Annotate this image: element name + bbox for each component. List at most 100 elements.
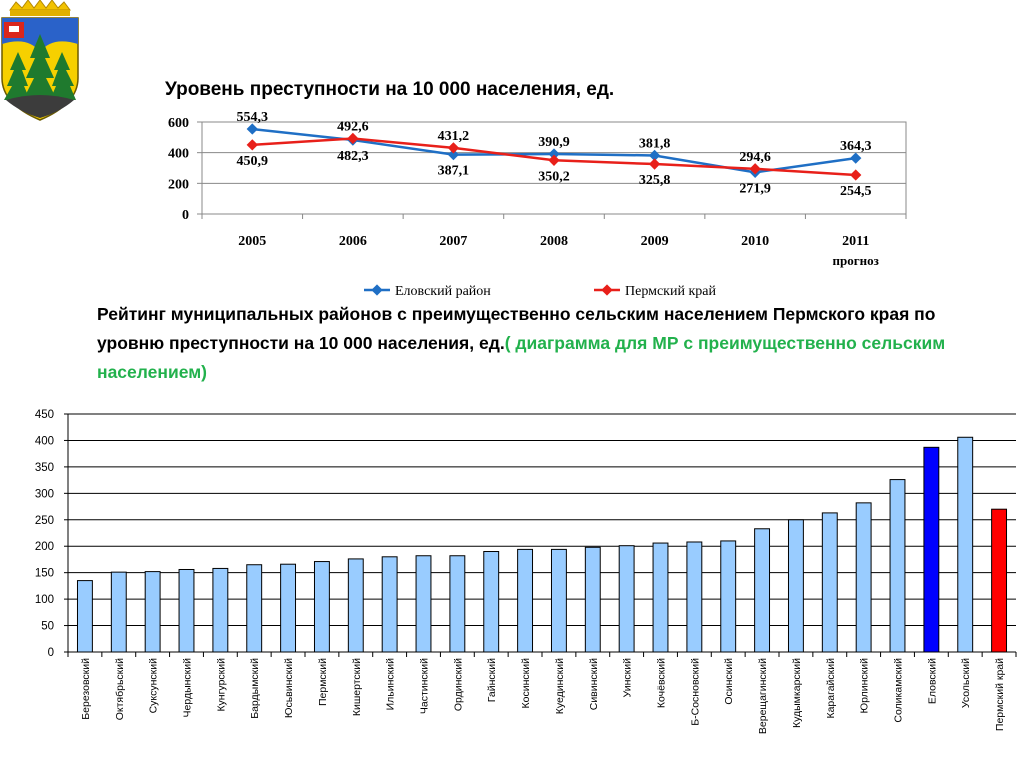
- x-tick-label: Ильинский: [385, 658, 397, 711]
- bar: [652, 542, 669, 653]
- x-tick-sublabel: прогноз: [833, 253, 879, 268]
- coat-of-arms-icon: [1, 0, 79, 121]
- bar-chart-title-accent: ( диаграмма для МР с преимущественно сел…: [97, 333, 946, 382]
- data-label: 254,5: [840, 184, 872, 199]
- x-tick-label: 2011: [842, 234, 869, 249]
- y-tick-label: 350: [35, 462, 54, 474]
- y-tick-label: 400: [168, 147, 189, 162]
- bar: [280, 563, 297, 653]
- series-point: [548, 154, 560, 166]
- y-tick-label: 300: [35, 488, 54, 500]
- data-label: 492,6: [337, 119, 369, 134]
- data-label: 294,6: [739, 150, 771, 165]
- x-tick-label: Частинский: [419, 658, 431, 714]
- x-tick-label: Соликамский: [893, 658, 905, 723]
- bar: [76, 580, 93, 653]
- x-tick-label: 2008: [540, 234, 568, 249]
- bar: [923, 446, 940, 653]
- y-tick-label: 200: [35, 541, 54, 553]
- legend-label: Еловский район: [395, 284, 491, 299]
- data-label: 450,9: [237, 154, 269, 169]
- series-point: [749, 163, 761, 175]
- series-point: [246, 123, 258, 135]
- x-tick-label: Березовский: [80, 658, 92, 720]
- x-tick-label: Пермский край: [994, 658, 1006, 731]
- x-tick-label: Суксунский: [148, 658, 160, 714]
- bar: [415, 555, 432, 653]
- x-tick-label: Ординский: [452, 658, 464, 711]
- y-tick-label: 450: [35, 409, 54, 421]
- bar: [483, 551, 500, 653]
- series-point: [246, 139, 258, 151]
- bar: [381, 556, 398, 653]
- x-tick-label: Еловский: [926, 658, 938, 704]
- x-tick-label: Кунгурский: [215, 658, 227, 712]
- data-label: 364,3: [840, 139, 872, 154]
- bar: [110, 571, 127, 653]
- bar: [957, 436, 974, 653]
- y-tick-label: 100: [35, 594, 54, 606]
- x-tick-label: Верещагинский: [757, 658, 769, 734]
- bar: [991, 508, 1008, 653]
- x-tick-label: 2006: [339, 234, 367, 249]
- x-tick-label: Гайнский: [486, 658, 498, 702]
- x-tick-label: Юсьвинский: [283, 658, 295, 718]
- series-point: [850, 152, 862, 164]
- y-tick-label: 200: [168, 177, 189, 192]
- series-point: [850, 169, 862, 181]
- x-tick-label: Юрлинский: [859, 658, 871, 714]
- bar: [144, 571, 161, 653]
- data-label: 554,3: [237, 110, 269, 125]
- legend-marker: [371, 284, 383, 296]
- bar: [550, 548, 567, 653]
- bar-chart: 0 50 100 150 200 250 300 350 400 450 Березовский Ок…: [35, 409, 1017, 734]
- data-label: 387,1: [438, 164, 470, 179]
- y-tick-label: 0: [182, 208, 189, 223]
- bar: [584, 546, 601, 653]
- y-tick-label: 50: [41, 621, 54, 633]
- bar: [889, 479, 906, 653]
- x-tick-label: Бардымский: [249, 658, 261, 719]
- x-tick-label: Кочёвский: [656, 658, 668, 708]
- x-tick-label: Карагайский: [825, 658, 837, 719]
- x-tick-label: 2005: [238, 234, 266, 249]
- x-tick-label: 2010: [741, 234, 769, 249]
- x-tick-label: Б-Сосновский: [689, 658, 701, 726]
- bar: [821, 512, 838, 653]
- data-label: 271,9: [739, 181, 771, 196]
- bar: [246, 564, 263, 653]
- y-tick-label: 0: [48, 647, 54, 659]
- bar: [178, 568, 195, 653]
- series-point: [347, 132, 359, 145]
- x-tick-label: Октябрьский: [114, 658, 126, 720]
- line-chart: 0 200 400 600 2005 2006 2007 2008 2009 2010 2011 пр…: [168, 110, 907, 299]
- bar: [618, 545, 635, 653]
- line-chart-title: Уровень преступности на 10 000 населения…: [165, 79, 615, 100]
- x-tick-label: Сивинский: [588, 658, 600, 710]
- x-tick-label: Куединский: [554, 658, 566, 714]
- bar: [720, 540, 737, 653]
- x-tick-label: Косинский: [520, 658, 532, 709]
- data-label: 325,8: [639, 173, 671, 188]
- x-tick-label: Осинский: [723, 658, 735, 705]
- bar-chart-title: Рейтинг муниципальных районов с преимуще…: [97, 300, 997, 387]
- bar: [787, 519, 804, 653]
- bar: [754, 528, 771, 653]
- x-tick-label: 2007: [439, 234, 467, 249]
- y-tick-label: 600: [168, 116, 189, 131]
- bar: [347, 558, 364, 653]
- series-point: [648, 158, 661, 170]
- x-tick-label: Уинский: [622, 658, 634, 698]
- legend-marker: [601, 284, 613, 296]
- bar: [449, 555, 466, 653]
- y-tick-label: 250: [35, 515, 54, 527]
- x-tick-label: Усольский: [960, 658, 972, 708]
- bar-chart-title-main: Рейтинг муниципальных районов с преимуще…: [97, 304, 936, 353]
- data-label: 431,2: [438, 129, 470, 144]
- x-tick-label: Пермский: [317, 658, 329, 706]
- bar: [313, 561, 330, 653]
- bar: [212, 567, 229, 653]
- series-point: [447, 142, 460, 154]
- data-label: 350,2: [538, 169, 570, 184]
- bar: [855, 502, 872, 653]
